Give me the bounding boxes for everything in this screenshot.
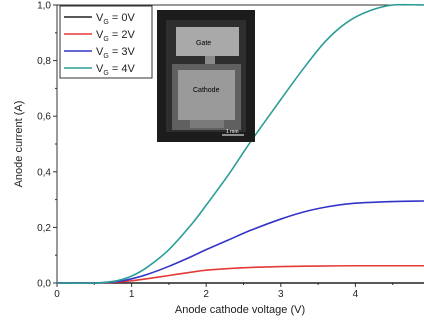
y-tick-label: 0,8 xyxy=(37,56,51,67)
legend-label: VG = 2V xyxy=(96,29,135,43)
cathode-bottom xyxy=(190,120,224,128)
gate-stripe xyxy=(205,56,215,66)
x-tick-label: 1 xyxy=(129,289,135,300)
legend: VG = 0V VG = 2V VG = 3V VG = 4V xyxy=(59,5,153,79)
y-tick-label: 1,0 xyxy=(37,1,51,12)
legend-label: VG = 0V xyxy=(96,12,135,26)
cathode-area xyxy=(178,70,235,120)
scale-label: 1 mm xyxy=(226,129,239,135)
y-axis-title: Anode current (A) xyxy=(13,101,25,188)
legend-box xyxy=(59,5,153,79)
x-tick-label: 4 xyxy=(353,289,359,300)
y-tick-label: 0,6 xyxy=(37,112,51,123)
series-line-1 xyxy=(56,264,424,284)
gate-label: Gate xyxy=(196,40,211,47)
y-tick-label: 0,2 xyxy=(37,223,51,234)
cathode-label: Cathode xyxy=(193,87,220,94)
y-ticks: 0,0 0,2 0,4 0,6 0,8 1,0 xyxy=(37,1,57,290)
x-axis-title: Anode cathode voltage (V) xyxy=(175,304,305,316)
x-tick-label: 0 xyxy=(54,289,60,300)
x-tick-label: 3 xyxy=(278,289,284,300)
series-layer xyxy=(56,3,424,284)
legend-label: VG = 3V xyxy=(96,46,135,60)
y-tick-label: 0,4 xyxy=(37,167,51,178)
x-ticks: 0 1 2 3 4 xyxy=(54,283,394,300)
x-tick-label: 2 xyxy=(203,289,209,300)
legend-label: VG = 4V xyxy=(96,63,135,77)
series-line-3 xyxy=(56,3,424,284)
series-line-2 xyxy=(56,200,424,284)
gate-pad xyxy=(176,27,239,56)
device-photo-inset: Gate Cathode 1 mm xyxy=(157,10,255,142)
y-tick-label: 0,0 xyxy=(37,279,51,290)
